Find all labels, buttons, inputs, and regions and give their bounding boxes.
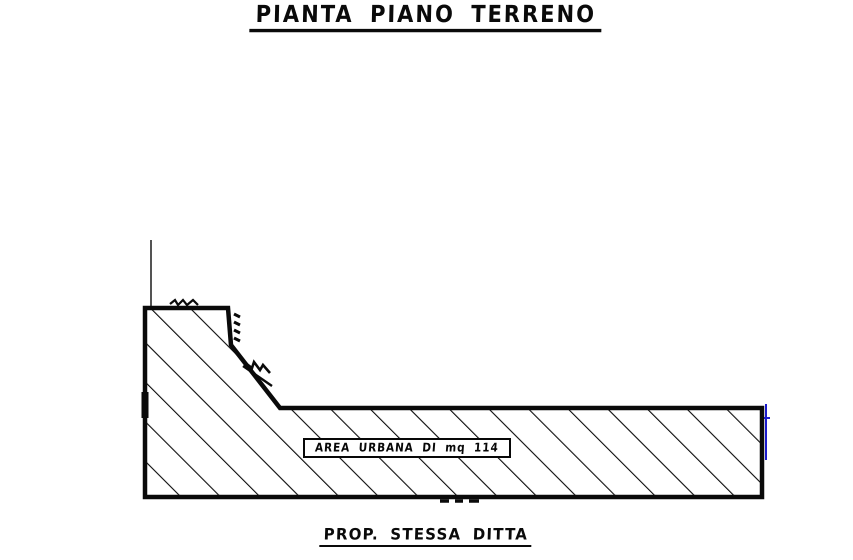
dim-top-edge-icon <box>166 298 206 308</box>
plan-outline <box>142 305 765 500</box>
dim-diagonal-edge-icon <box>242 359 273 387</box>
dim-step-edge-icon <box>233 312 241 343</box>
area-label-box: AREA URBANA DI mq 114 <box>303 438 511 458</box>
area-label-text: AREA URBANA DI mq 114 <box>314 441 500 455</box>
